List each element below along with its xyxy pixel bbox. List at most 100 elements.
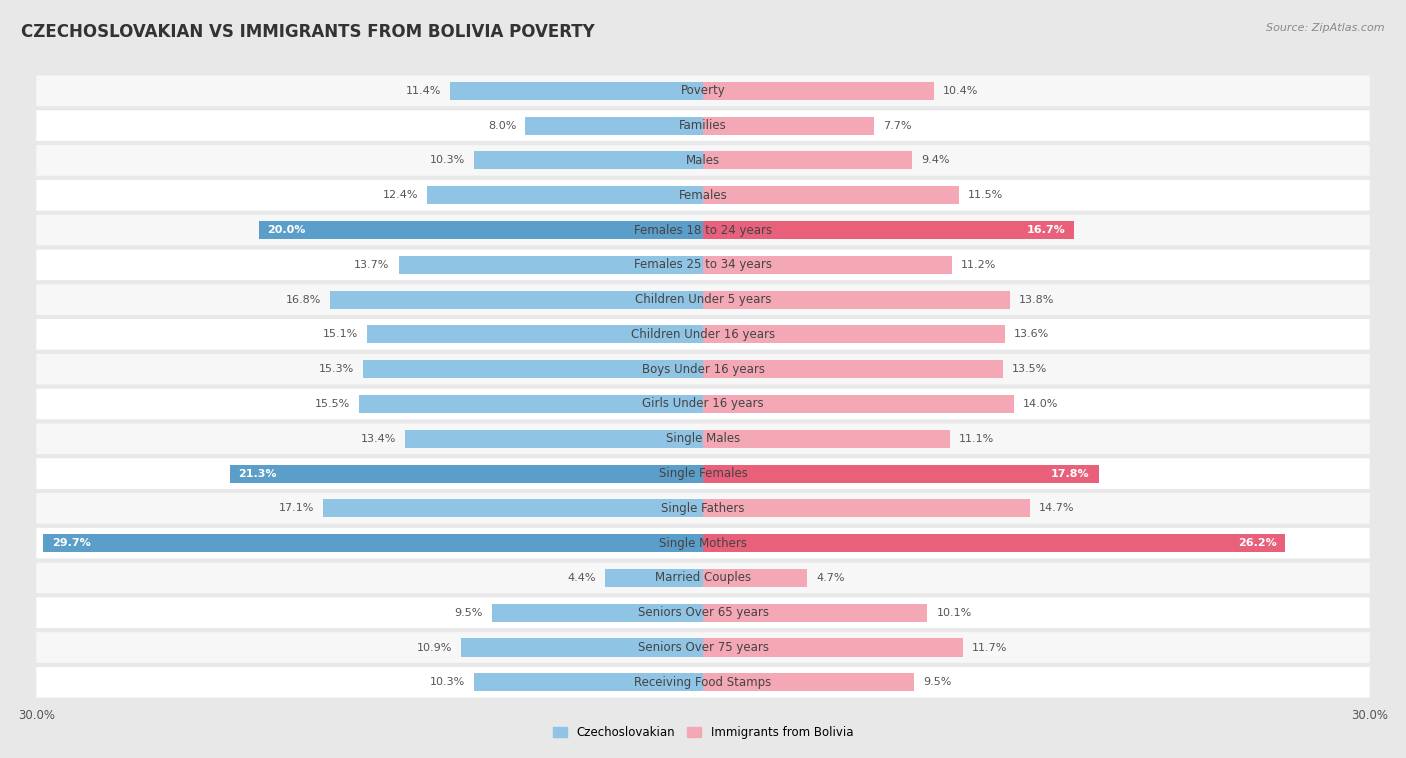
FancyBboxPatch shape	[37, 493, 1369, 524]
Text: Seniors Over 75 years: Seniors Over 75 years	[637, 641, 769, 654]
Text: Families: Families	[679, 119, 727, 132]
Bar	[703, 186, 959, 204]
Text: 16.7%: 16.7%	[1026, 225, 1066, 235]
Text: 13.8%: 13.8%	[1018, 295, 1054, 305]
FancyBboxPatch shape	[37, 145, 1369, 176]
Bar	[367, 325, 703, 343]
Bar	[398, 255, 703, 274]
Text: Children Under 16 years: Children Under 16 years	[631, 328, 775, 341]
Bar	[703, 152, 912, 170]
Bar	[461, 638, 703, 656]
Text: 4.4%: 4.4%	[568, 573, 596, 583]
Text: 8.0%: 8.0%	[488, 121, 516, 130]
Text: 12.4%: 12.4%	[382, 190, 419, 200]
Text: 20.0%: 20.0%	[267, 225, 305, 235]
Text: Girls Under 16 years: Girls Under 16 years	[643, 397, 763, 411]
Text: 9.5%: 9.5%	[922, 678, 952, 688]
Bar	[703, 117, 875, 135]
FancyBboxPatch shape	[37, 389, 1369, 419]
Text: 10.3%: 10.3%	[430, 155, 465, 165]
Text: 16.8%: 16.8%	[285, 295, 321, 305]
FancyBboxPatch shape	[37, 284, 1369, 315]
FancyBboxPatch shape	[37, 667, 1369, 697]
Legend: Czechoslovakian, Immigrants from Bolivia: Czechoslovakian, Immigrants from Bolivia	[548, 721, 858, 744]
FancyBboxPatch shape	[37, 111, 1369, 141]
Bar	[229, 465, 703, 483]
Bar	[703, 603, 928, 622]
Text: Source: ZipAtlas.com: Source: ZipAtlas.com	[1267, 23, 1385, 33]
Text: 13.7%: 13.7%	[354, 260, 389, 270]
Text: 11.4%: 11.4%	[405, 86, 440, 96]
FancyBboxPatch shape	[37, 249, 1369, 280]
Bar	[474, 152, 703, 170]
Text: 11.1%: 11.1%	[959, 434, 994, 443]
FancyBboxPatch shape	[37, 319, 1369, 349]
Text: 14.0%: 14.0%	[1024, 399, 1059, 409]
FancyBboxPatch shape	[37, 528, 1369, 559]
Bar	[605, 569, 703, 587]
FancyBboxPatch shape	[37, 354, 1369, 384]
FancyBboxPatch shape	[37, 215, 1369, 246]
Bar	[329, 290, 703, 309]
Bar	[359, 395, 703, 413]
Text: 15.5%: 15.5%	[315, 399, 350, 409]
Text: Boys Under 16 years: Boys Under 16 years	[641, 362, 765, 376]
Text: 4.7%: 4.7%	[817, 573, 845, 583]
Bar	[703, 360, 1002, 378]
Bar	[363, 360, 703, 378]
Bar	[703, 500, 1029, 518]
Text: Females: Females	[679, 189, 727, 202]
Text: 10.3%: 10.3%	[430, 678, 465, 688]
Text: 13.6%: 13.6%	[1014, 330, 1049, 340]
Text: 9.5%: 9.5%	[454, 608, 484, 618]
Bar	[703, 255, 952, 274]
Bar	[703, 638, 963, 656]
Text: Married Couples: Married Couples	[655, 572, 751, 584]
Text: 13.4%: 13.4%	[361, 434, 396, 443]
Bar	[703, 534, 1285, 552]
FancyBboxPatch shape	[37, 76, 1369, 106]
FancyBboxPatch shape	[37, 632, 1369, 662]
Text: 17.1%: 17.1%	[278, 503, 314, 513]
FancyBboxPatch shape	[37, 597, 1369, 628]
FancyBboxPatch shape	[37, 562, 1369, 594]
Bar	[703, 465, 1098, 483]
Bar	[405, 430, 703, 448]
Bar	[703, 569, 807, 587]
Bar	[427, 186, 703, 204]
Text: Females 18 to 24 years: Females 18 to 24 years	[634, 224, 772, 236]
Text: 10.9%: 10.9%	[416, 643, 451, 653]
Bar	[450, 82, 703, 100]
FancyBboxPatch shape	[37, 459, 1369, 489]
Bar	[703, 430, 949, 448]
Text: 29.7%: 29.7%	[52, 538, 90, 548]
Text: 11.7%: 11.7%	[972, 643, 1007, 653]
Bar	[703, 82, 934, 100]
Bar	[703, 221, 1074, 239]
Text: 17.8%: 17.8%	[1052, 468, 1090, 478]
Bar	[703, 673, 914, 691]
Bar	[703, 395, 1014, 413]
Bar	[474, 673, 703, 691]
Text: Males: Males	[686, 154, 720, 167]
Text: 11.5%: 11.5%	[967, 190, 1002, 200]
Bar	[492, 603, 703, 622]
Text: 21.3%: 21.3%	[239, 468, 277, 478]
Text: 15.1%: 15.1%	[323, 330, 359, 340]
Text: Seniors Over 65 years: Seniors Over 65 years	[637, 606, 769, 619]
Text: Females 25 to 34 years: Females 25 to 34 years	[634, 258, 772, 271]
Bar	[44, 534, 703, 552]
Text: Children Under 5 years: Children Under 5 years	[634, 293, 772, 306]
Text: 11.2%: 11.2%	[960, 260, 997, 270]
Text: Poverty: Poverty	[681, 84, 725, 97]
Text: 10.1%: 10.1%	[936, 608, 972, 618]
Text: Single Males: Single Males	[666, 432, 740, 445]
Text: CZECHOSLOVAKIAN VS IMMIGRANTS FROM BOLIVIA POVERTY: CZECHOSLOVAKIAN VS IMMIGRANTS FROM BOLIV…	[21, 23, 595, 41]
Bar	[323, 500, 703, 518]
FancyBboxPatch shape	[37, 424, 1369, 454]
Text: 15.3%: 15.3%	[319, 364, 354, 374]
Bar	[259, 221, 703, 239]
Text: 9.4%: 9.4%	[921, 155, 949, 165]
Text: 13.5%: 13.5%	[1012, 364, 1047, 374]
FancyBboxPatch shape	[37, 180, 1369, 211]
